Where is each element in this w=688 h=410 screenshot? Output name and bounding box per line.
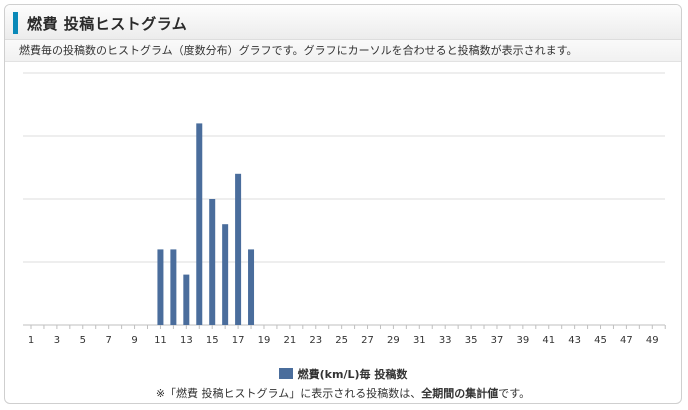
x-tick-label: 31 bbox=[413, 335, 426, 346]
legend-swatch bbox=[279, 368, 293, 379]
x-tick-label: 43 bbox=[568, 335, 581, 346]
x-tick-label: 13 bbox=[180, 335, 193, 346]
x-tick-label: 7 bbox=[105, 335, 111, 346]
x-tick-label: 15 bbox=[206, 335, 219, 346]
legend-label: 燃費(km/L)毎 投稿数 bbox=[298, 368, 408, 381]
x-tick-label: 49 bbox=[646, 335, 659, 346]
x-tick-label: 21 bbox=[284, 335, 297, 346]
histogram-bar[interactable] bbox=[170, 249, 176, 325]
x-tick-label: 47 bbox=[620, 335, 633, 346]
x-tick-label: 29 bbox=[387, 335, 400, 346]
histogram-bar[interactable] bbox=[183, 275, 189, 325]
footnote-prefix: ※「燃費 投稿ヒストグラム」に表示される投稿数は、 bbox=[156, 387, 421, 400]
histogram-card: 燃費 投稿ヒストグラム 燃費毎の投稿数のヒストグラム（度数分布）グラフです。グラ… bbox=[4, 4, 682, 404]
x-tick-label: 5 bbox=[80, 335, 86, 346]
footnote: ※「燃費 投稿ヒストグラム」に表示される投稿数は、全期間の集計値です。 bbox=[5, 385, 681, 401]
histogram-bar[interactable] bbox=[222, 224, 228, 325]
x-tick-label: 25 bbox=[335, 335, 348, 346]
x-tick-label: 1 bbox=[28, 335, 34, 346]
x-tick-label: 33 bbox=[439, 335, 452, 346]
chart-legend: 燃費(km/L)毎 投稿数 bbox=[5, 366, 681, 382]
x-tick-label: 23 bbox=[309, 335, 322, 346]
histogram-bar[interactable] bbox=[209, 199, 215, 325]
histogram-bar[interactable] bbox=[157, 249, 163, 325]
footnote-bold: 全期間の集計値 bbox=[421, 387, 498, 400]
histogram-chart: 1 3 5 7 9 11 13 15 17 19 21 23 25 27 29 31 33 35 37 39 41 43 4… bbox=[5, 5, 682, 404]
x-tick-label: 11 bbox=[154, 335, 167, 346]
x-tick-label: 17 bbox=[232, 335, 245, 346]
x-tick-label: 35 bbox=[465, 335, 478, 346]
x-tick-label: 39 bbox=[516, 335, 529, 346]
x-tick-label: 37 bbox=[491, 335, 504, 346]
x-tick-label: 19 bbox=[258, 335, 271, 346]
x-tick-label: 45 bbox=[594, 335, 607, 346]
x-tick-label: 9 bbox=[131, 335, 137, 346]
histogram-bar[interactable] bbox=[248, 249, 254, 325]
x-tick-label: 3 bbox=[54, 335, 60, 346]
x-tick-label: 27 bbox=[361, 335, 374, 346]
histogram-bar[interactable] bbox=[196, 123, 202, 325]
x-tick-label: 41 bbox=[542, 335, 555, 346]
footnote-suffix: です。 bbox=[498, 387, 530, 400]
histogram-bar[interactable] bbox=[235, 174, 241, 325]
